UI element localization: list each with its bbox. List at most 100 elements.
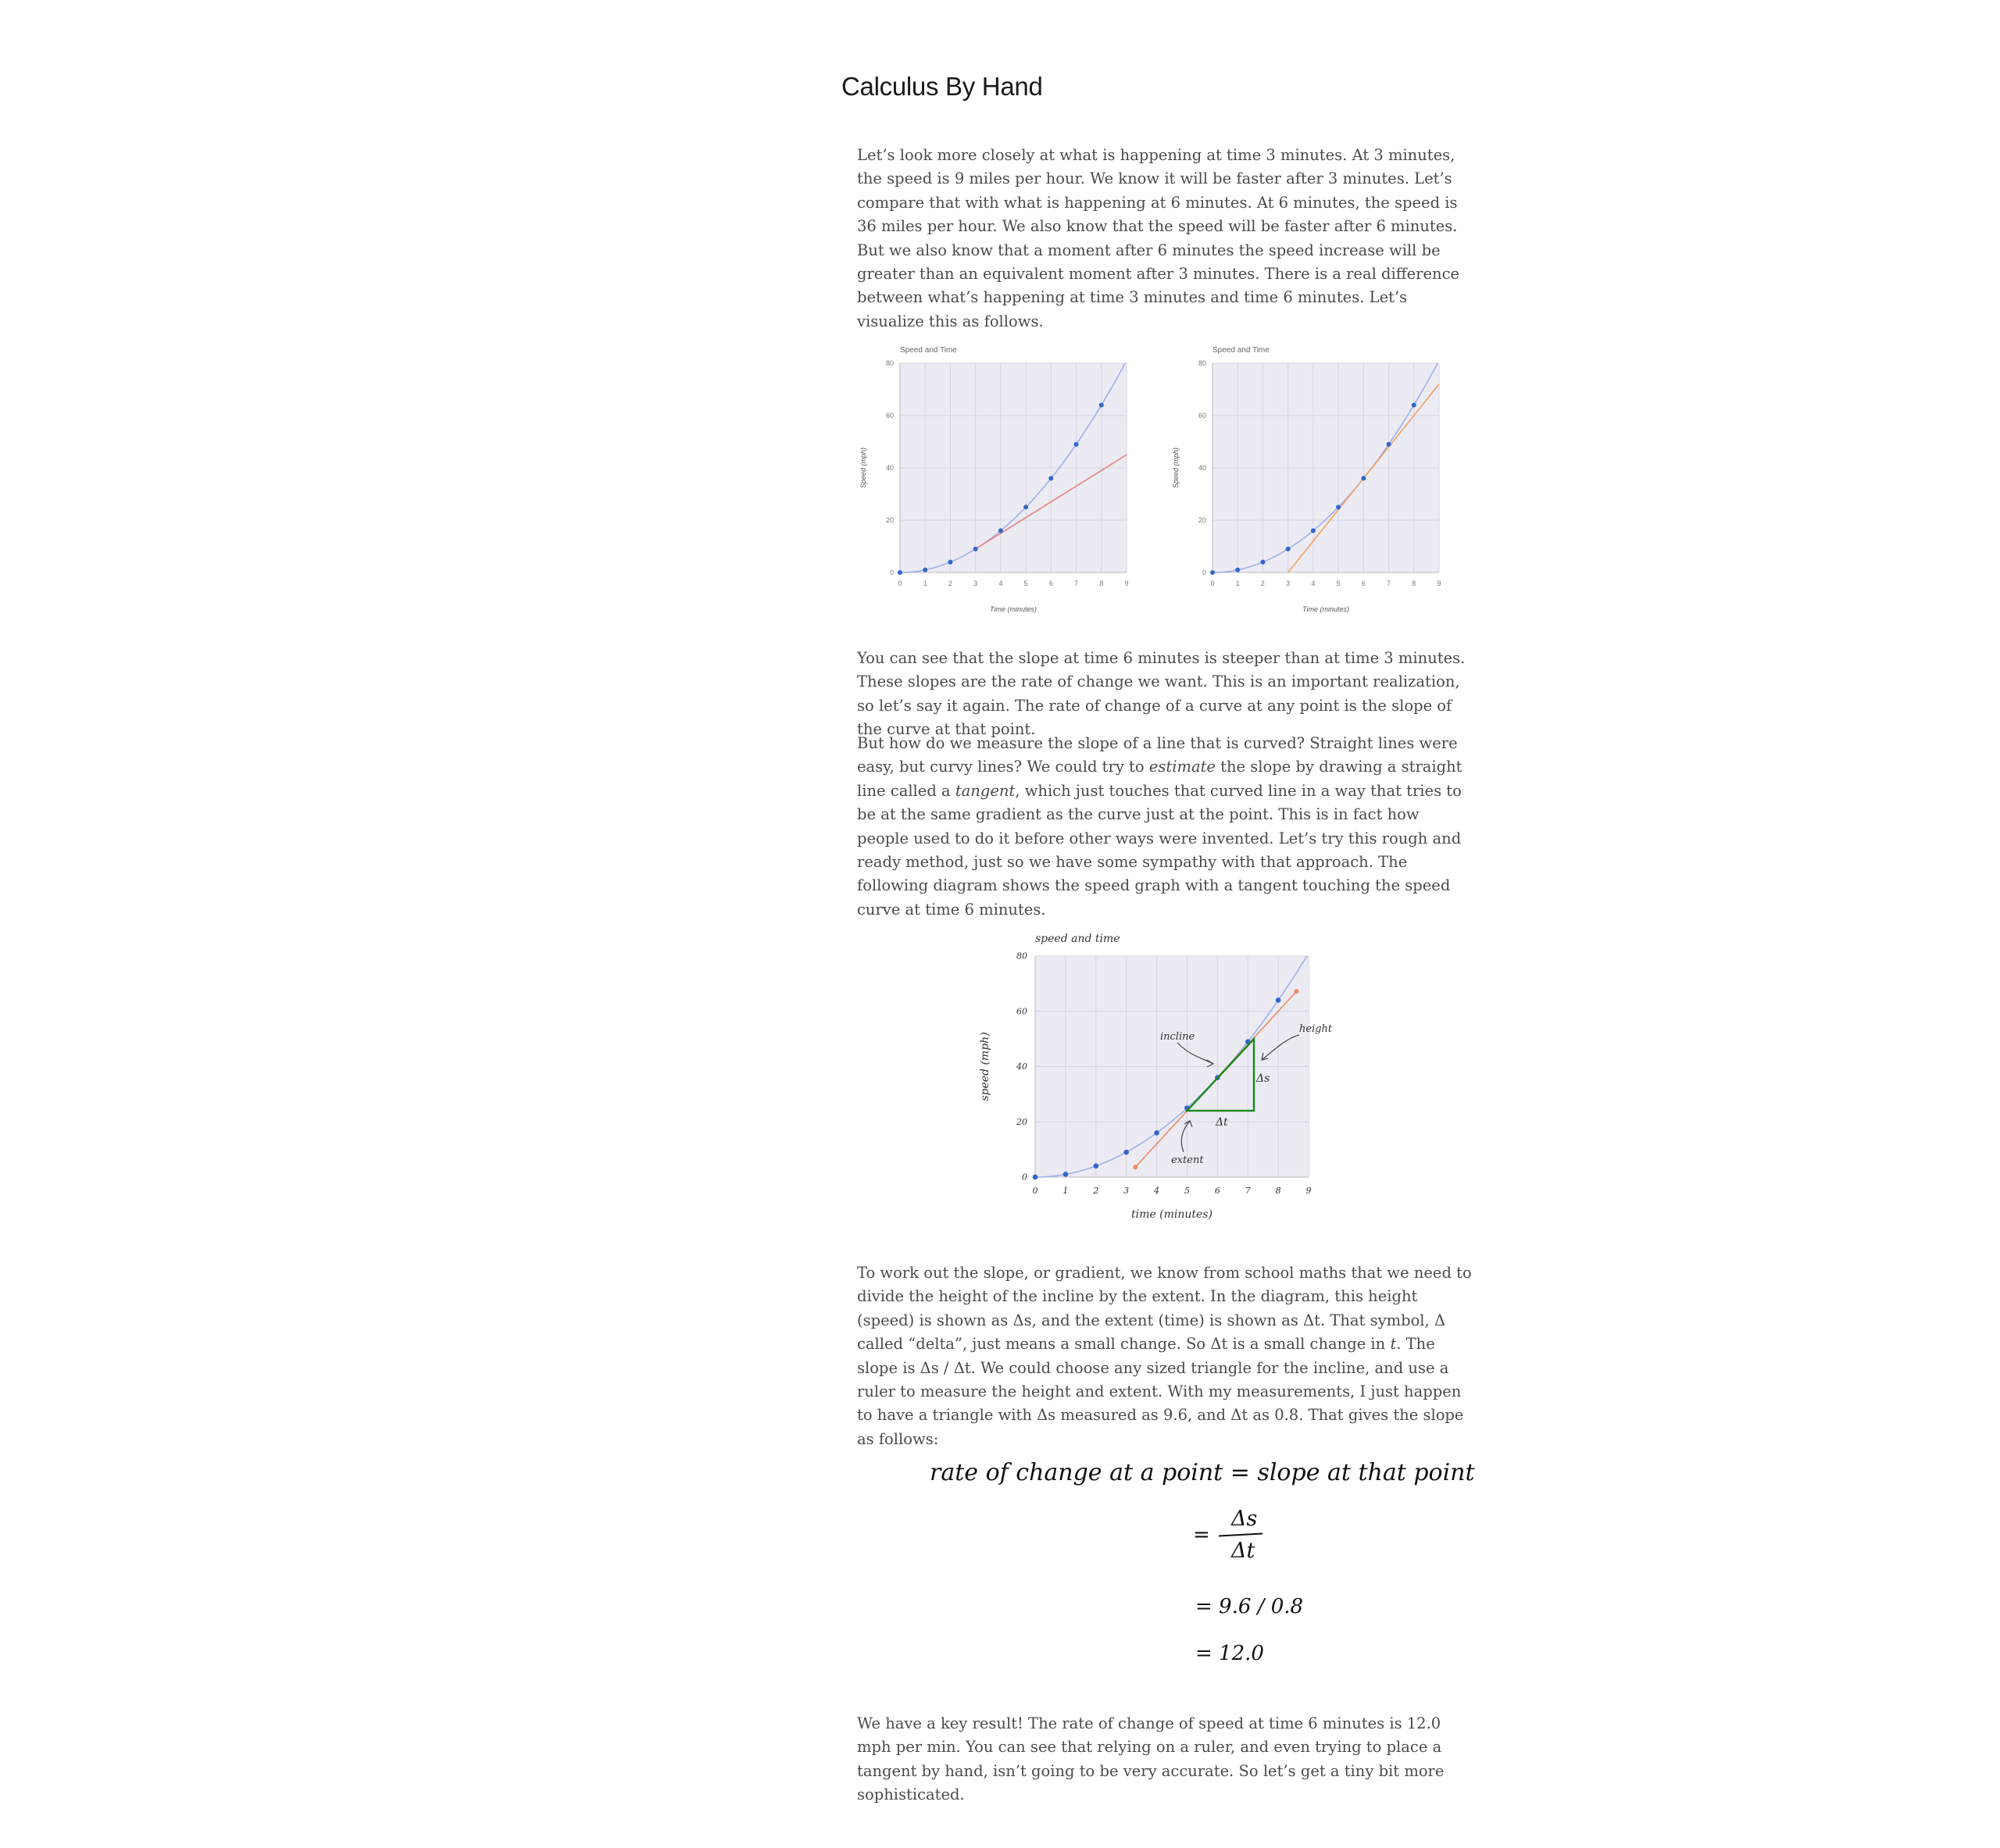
x-tick-label: 6	[1215, 1186, 1220, 1196]
article-paragraph-3: But how do we measure the slope of a lin…	[857, 732, 1473, 922]
incline-arrowhead	[1206, 1059, 1215, 1068]
y-tick-label: 0	[1202, 569, 1206, 576]
x-tick-label: 9	[1306, 1186, 1312, 1196]
x-tick-label: 7	[1387, 580, 1391, 587]
x-axis-label: Time (minutes)	[1302, 605, 1349, 613]
paragraph-text: We have a key result! The rate of change…	[857, 1714, 1445, 1804]
x-tick-label: 2	[1261, 580, 1265, 587]
x-tick-label: 2	[1092, 1186, 1098, 1196]
data-point	[898, 570, 902, 575]
x-tick-label: 2	[948, 580, 952, 587]
data-point	[1210, 570, 1215, 575]
speed-time-chart-annotated: 0 1 2 3 4 5 6 7 8 9 0 20 40 60 80 speed and time time (m…	[979, 933, 1333, 1221]
emphasis-tangent: tangent	[955, 781, 1016, 800]
emphasis-t: t	[1390, 1335, 1397, 1354]
article-paragraph-2: You can see that the slope at time 6 min…	[857, 647, 1473, 742]
y-tick-label: 40	[1198, 464, 1206, 472]
x-tick-label: 1	[1236, 580, 1240, 587]
fraction-bar	[1218, 1532, 1263, 1537]
data-point	[948, 559, 953, 565]
x-tick-label: 8	[1276, 1186, 1281, 1196]
y-tick-label: 40	[1016, 1061, 1027, 1072]
extent-arrowhead	[1184, 1120, 1193, 1128]
paragraph-text: You can see that the slope at time 6 min…	[857, 649, 1466, 739]
data-point	[1275, 997, 1281, 1003]
x-tick-label: 5	[1024, 580, 1028, 587]
x-tick-label: 6	[1362, 580, 1366, 587]
data-point	[1361, 476, 1366, 481]
y-tick-label: 80	[1016, 951, 1027, 961]
x-tick-label: 9	[1437, 580, 1441, 587]
page-title: Calculus By Hand	[841, 72, 1043, 101]
chart-title: speed and time	[1035, 933, 1120, 945]
extent-label: extent	[1171, 1154, 1204, 1166]
article-paragraph-1: Let’s look more closely at what is happe…	[857, 144, 1473, 334]
y-tick-label: 60	[886, 412, 894, 419]
equation-line-4: = 12.0	[1195, 1642, 1264, 1665]
x-axis-label: Time (minutes)	[990, 605, 1037, 613]
tangent-endpoint	[1294, 989, 1299, 994]
incline-label: incline	[1160, 1031, 1195, 1043]
x-tick-label: 0	[1210, 580, 1214, 587]
data-point	[1048, 476, 1054, 481]
x-tick-label: 1	[1062, 1186, 1068, 1196]
speed-curve	[1035, 955, 1308, 1178]
x-tick-label: 9	[1124, 580, 1128, 587]
x-tick-label: 7	[1245, 1186, 1251, 1196]
data-point	[1032, 1174, 1038, 1180]
x-tick-label: 6	[1049, 580, 1053, 587]
incline-triangle	[1184, 1036, 1255, 1112]
speed-curve	[1212, 362, 1438, 573]
data-point	[1310, 528, 1316, 533]
x-tick-label: 5	[1337, 580, 1341, 587]
y-tick-label: 20	[1016, 1117, 1027, 1127]
x-tick-label: 1	[923, 580, 927, 587]
equation-line-1: rate of change at a point = slope at tha…	[930, 1459, 1475, 1486]
delta-s-label: Δs	[1255, 1072, 1270, 1085]
data-point	[1336, 505, 1341, 510]
height-label: height	[1299, 1023, 1333, 1035]
x-axis-label: time (minutes)	[1131, 1208, 1212, 1221]
data-point	[998, 528, 1003, 533]
article-paragraph-4: To work out the slope, or gradient, we k…	[857, 1261, 1473, 1451]
equation-equals: =	[1193, 1523, 1210, 1547]
y-tick-label: 80	[1198, 359, 1206, 367]
paragraph-text-part: To work out the slope, or gradient, we k…	[857, 1264, 1472, 1354]
data-point	[973, 546, 978, 551]
x-tick-label: 4	[1153, 1186, 1159, 1196]
y-tick-label: 80	[886, 359, 894, 367]
paragraph-text: To work out the slope, or gradient, we k…	[857, 1261, 1473, 1451]
y-tick-label: 0	[890, 569, 894, 576]
data-point	[1154, 1130, 1159, 1136]
height-arrow	[1261, 1034, 1300, 1061]
data-point	[1285, 546, 1291, 551]
x-tick-label: 4	[1311, 580, 1315, 587]
y-axis-label: Speed (mph)	[859, 448, 867, 488]
article-paragraph-5: We have a key result! The rate of change…	[857, 1712, 1473, 1807]
tangent-endpoint	[1133, 1165, 1138, 1170]
speed-curve	[900, 362, 1126, 573]
extent-arrow	[1180, 1120, 1191, 1153]
y-tick-label: 20	[886, 516, 894, 524]
x-tick-label: 8	[1412, 580, 1416, 587]
x-tick-label: 3	[1286, 580, 1290, 587]
speed-time-chart-tangent-at-6: 0 1 2 3 4 5 6 7 8 9 0 20 40 60 80 Speed and Time Time (m…	[1172, 346, 1441, 613]
y-tick-label: 60	[1016, 1006, 1027, 1016]
data-point	[1073, 441, 1079, 447]
y-axis-label: Speed (mph)	[1172, 448, 1180, 488]
y-tick-label: 60	[1198, 412, 1206, 419]
data-point	[1062, 1172, 1069, 1177]
chart-title: Speed and Time	[900, 346, 957, 355]
paragraph-text-part: But how do we measure the slope of a lin…	[857, 734, 1458, 776]
x-tick-label: 0	[898, 580, 902, 587]
y-tick-label: 0	[1022, 1172, 1027, 1183]
x-tick-label: 4	[998, 580, 1002, 587]
x-tick-label: 3	[1123, 1186, 1129, 1196]
equation-numerator: Δs	[1231, 1507, 1258, 1531]
data-point	[1411, 402, 1416, 408]
y-tick-label: 20	[1198, 516, 1206, 524]
y-axis-label: speed (mph)	[979, 1032, 991, 1101]
x-tick-label: 8	[1099, 580, 1103, 587]
paragraph-text: Let’s look more closely at what is happe…	[857, 146, 1460, 330]
y-tick-label: 40	[886, 464, 894, 472]
